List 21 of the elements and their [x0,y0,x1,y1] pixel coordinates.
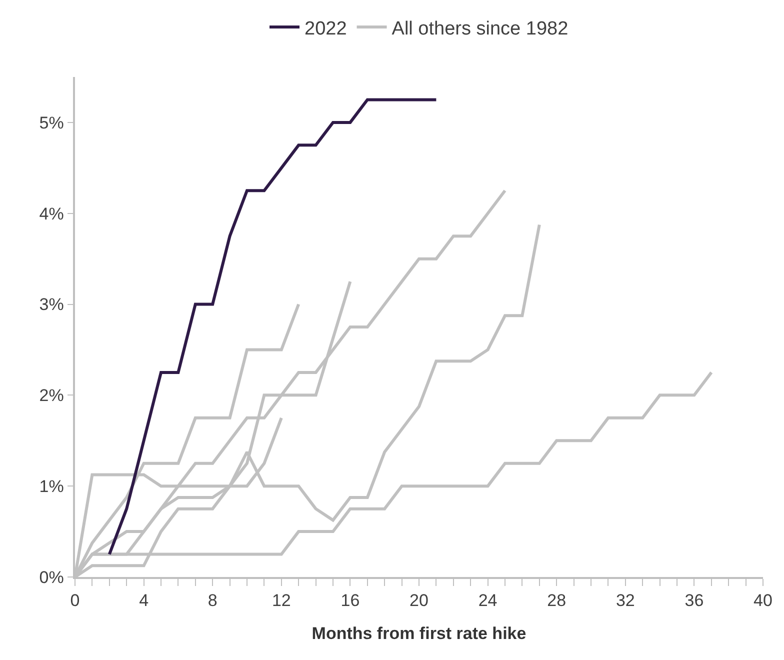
y-tick-label: 1% [39,477,64,496]
x-axis-title: Months from first rate hike [312,624,526,644]
x-tick-label: 40 [754,591,772,610]
legend-label: 2022 [304,18,347,40]
x-tick-label: 28 [547,591,566,610]
x-tick-label: 4 [139,591,149,610]
y-tick-label: 3% [39,295,64,314]
x-tick-label: 36 [684,591,704,610]
x-tick-label: 20 [410,591,428,610]
x-tick-label: 0 [70,591,80,610]
y-tick-label: 0% [39,568,64,587]
x-tick-label: 32 [616,591,635,610]
y-tick-label: 5% [39,113,64,132]
x-tick-label: 16 [340,591,360,610]
y-tick-label: 2% [39,386,64,406]
legend-label: All others since 1982 [392,18,568,40]
x-tick-label: 8 [208,591,218,610]
line-series [108,98,438,556]
x-tick-label: 12 [272,591,291,610]
x-tick-label: 24 [478,591,498,610]
y-tick-label: 4% [39,204,64,224]
